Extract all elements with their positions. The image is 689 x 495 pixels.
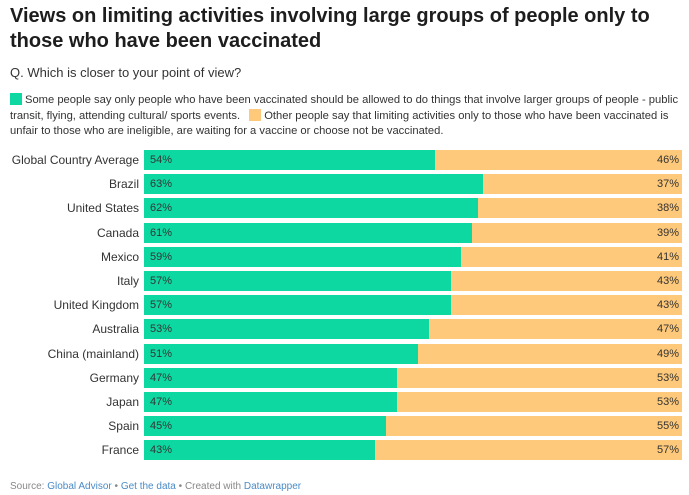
- bar-unfair: [375, 440, 682, 461]
- separator: •: [114, 481, 119, 492]
- bar-unfair: [429, 319, 682, 340]
- bar-vaccinated: [144, 392, 397, 412]
- bar-unfair: [386, 416, 682, 437]
- bar-vaccinated: [144, 222, 473, 243]
- footer: Source: Global Advisor • Get the data • …: [10, 481, 301, 492]
- category-label: Canada: [96, 225, 139, 240]
- bar-unfair: [396, 367, 682, 388]
- stacked-bar-chart: Global Country Average 54% 46% Brazil 63% 37%…: [0, 150, 689, 466]
- category-label: Mexico: [100, 249, 139, 264]
- value-label: 43%: [656, 275, 679, 287]
- source-prefix: Source:: [10, 481, 45, 492]
- bar-unfair: [472, 222, 682, 243]
- value-label: 51%: [150, 347, 173, 360]
- bar-unfair: [418, 343, 682, 364]
- value-label: 53%: [150, 323, 173, 336]
- bar-unfair: [396, 392, 682, 412]
- category-label: United States: [66, 201, 139, 216]
- value-label: 49%: [656, 347, 679, 360]
- value-label: 57%: [656, 444, 679, 457]
- bar-vaccinated: [144, 295, 451, 316]
- bar-unfair: [434, 150, 682, 170]
- value-label: 46%: [656, 154, 679, 166]
- bar-vaccinated: [144, 198, 478, 219]
- bar-vaccinated: [144, 174, 483, 195]
- value-label: 47%: [656, 323, 679, 336]
- value-label: 47%: [150, 396, 173, 408]
- value-label: 47%: [150, 371, 173, 384]
- datawrapper-link[interactable]: Datawrapper: [243, 481, 302, 492]
- category-label: Global Country Average: [11, 153, 139, 167]
- value-label: 53%: [656, 396, 679, 408]
- category-label: France: [101, 443, 139, 458]
- bar-vaccinated: [144, 440, 376, 461]
- value-label: 39%: [656, 226, 679, 239]
- value-label: 41%: [656, 250, 679, 263]
- source-link[interactable]: Global Advisor: [47, 481, 112, 492]
- category-label: Germany: [89, 370, 139, 385]
- legend-swatch-green: [10, 93, 22, 105]
- bar-unfair: [450, 295, 682, 316]
- legend-label-vaccinated: Some people say only people who have bee…: [10, 94, 679, 122]
- value-label: 63%: [150, 178, 173, 191]
- bar-vaccinated: [144, 319, 430, 340]
- category-label: Australia: [92, 322, 139, 337]
- value-label: 43%: [150, 444, 173, 457]
- legend-item-vaccinated: Some people say only people who have bee…: [10, 93, 679, 122]
- legend-item-unfair: Other people say that limiting activitie…: [10, 108, 669, 138]
- chart-title: Views on limiting activities involving l…: [10, 5, 650, 52]
- question-text: Q. Which is closer to your point of view…: [10, 65, 242, 80]
- category-label: China (mainland): [47, 346, 139, 361]
- bar-vaccinated: [144, 246, 462, 267]
- bar-unfair: [482, 174, 682, 195]
- category-label: United Kingdom: [53, 298, 139, 313]
- bar-unfair: [477, 198, 682, 219]
- bar-vaccinated: [144, 416, 387, 437]
- value-label: 53%: [656, 371, 679, 384]
- created-with-text: Created with: [184, 481, 242, 492]
- category-label: Japan: [106, 395, 139, 409]
- bar-vaccinated: [144, 367, 397, 388]
- value-label: 54%: [150, 154, 173, 166]
- separator: •: [178, 481, 183, 492]
- bar-vaccinated: [144, 150, 435, 170]
- value-label: 59%: [150, 250, 173, 263]
- value-label: 57%: [150, 299, 173, 312]
- value-label: 61%: [150, 226, 173, 239]
- value-label: 45%: [150, 420, 173, 433]
- category-label: Spain: [108, 419, 139, 434]
- value-label: 43%: [656, 299, 679, 312]
- bar-unfair: [450, 271, 682, 291]
- bar-unfair: [461, 246, 682, 267]
- legend-label-unfair: Other people say that limiting activitie…: [10, 109, 669, 138]
- value-label: 62%: [150, 202, 173, 215]
- value-label: 57%: [150, 275, 173, 287]
- bar-vaccinated: [144, 343, 419, 364]
- value-label: 37%: [656, 178, 679, 191]
- bar-vaccinated: [144, 271, 451, 291]
- value-label: 55%: [656, 420, 679, 433]
- category-label: Italy: [116, 274, 139, 288]
- legend-swatch-orange: [249, 108, 262, 121]
- value-label: 38%: [656, 202, 679, 215]
- get-data-link[interactable]: Get the data: [120, 481, 176, 492]
- legend: Some people say only people who have bee…: [10, 93, 686, 140]
- category-label: Brazil: [108, 177, 139, 192]
